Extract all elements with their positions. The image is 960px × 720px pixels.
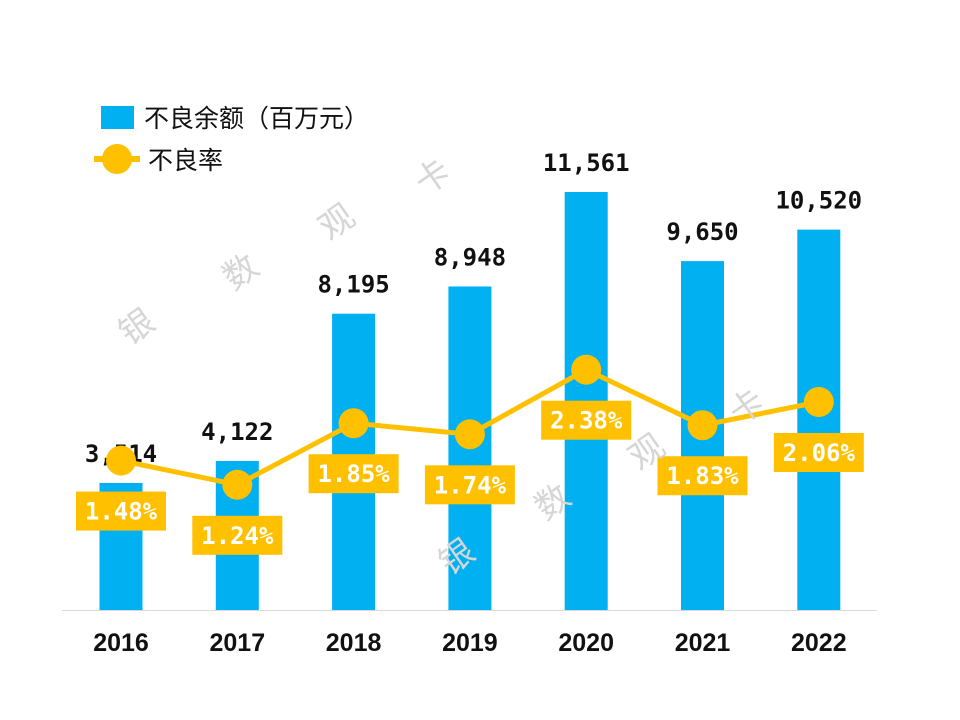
line-point [222,469,253,500]
line-point [803,387,834,418]
line-point [687,410,718,441]
line-point [454,419,485,450]
bar [797,229,841,611]
line-data-label: 1.24% [201,522,274,550]
x-tick-label: 2019 [442,629,498,657]
bar-data-label: 8,195 [317,271,389,299]
legend-bar-label: 不良余额（百万元） [144,104,370,133]
line-data-label: 1.48% [85,498,158,526]
legend-line-swatch [94,144,140,174]
line-data-label: 2.38% [550,407,623,435]
line-data-label: 1.74% [434,471,507,499]
line-data-label: 2.06% [783,439,856,467]
line-label-box [192,515,283,555]
line-data-label: 1.85% [317,460,390,488]
legend-item-bar: 不良余额（百万元） [98,96,369,138]
legend: 不良余额（百万元） 不良率 [94,96,369,180]
bar-data-label: 10,520 [775,187,862,215]
line-point [338,408,369,439]
bar-data-label: 11,561 [543,149,630,177]
legend-line-label: 不良率 [148,146,224,175]
line-point [106,445,136,476]
x-tick-label: 2021 [675,629,731,657]
x-tick-label: 2017 [209,629,265,657]
line-data-label: 1.83% [666,462,739,490]
line-label-box [657,456,748,496]
line-label-box [541,400,632,440]
bar-data-label: 4,122 [201,418,273,446]
x-tick-label: 2016 [93,629,149,657]
line-label-box [773,433,864,473]
bar-data-label: 8,948 [434,243,506,271]
bar-data-label: 9,650 [666,218,738,246]
x-tick-label: 2018 [326,629,382,657]
line-point [571,354,602,385]
line-label-box [308,454,399,494]
x-tick-label: 2020 [558,629,614,657]
x-tick-label: 2022 [791,629,847,657]
legend-item-line: 不良率 [94,138,369,180]
line-label-box [76,491,166,531]
legend-bar-swatch [101,105,134,129]
line-label-box [424,465,515,505]
